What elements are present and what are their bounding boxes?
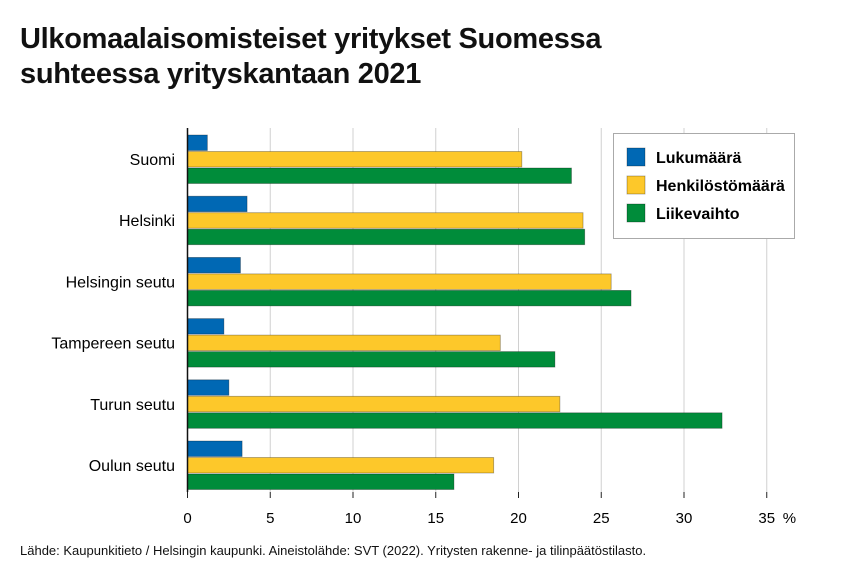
legend-swatch — [626, 147, 646, 167]
x-tick-label: 10 — [345, 510, 362, 527]
x-tick-label: 25 — [593, 510, 610, 527]
bar-henkilöstömäärä — [187, 273, 612, 290]
source-note: Lähde: Kaupunkitieto / Helsingin kaupunk… — [20, 543, 647, 558]
bar-liikevaihto — [187, 289, 632, 307]
category-label: Suomi — [130, 152, 175, 169]
chart-title: Ulkomaalaisomisteiset yritykset Suomessa… — [20, 22, 601, 92]
category-label: Helsingin seutu — [66, 274, 175, 291]
bar-lukumäärä — [187, 440, 243, 457]
title-line-1: Ulkomaalaisomisteiset yritykset Suomessa — [20, 23, 602, 55]
bar-henkilöstömäärä — [187, 151, 523, 168]
bar-henkilöstömäärä — [187, 457, 495, 474]
bar-henkilöstömäärä — [187, 212, 584, 229]
bar-chart: 0 5 10 15 20 25 30 35 % Suomi Helsinki Helsingin se… — [51, 128, 796, 527]
bar-liikevaihto — [187, 228, 586, 246]
x-tick-label: 15 — [427, 510, 444, 527]
x-unit-label: % — [783, 510, 796, 527]
legend-label: Liikevaihto — [656, 206, 740, 223]
bar-lukumäärä — [187, 379, 230, 396]
x-tick-label: 5 — [266, 510, 274, 527]
bar-lukumäärä — [187, 256, 241, 274]
legend-label: Henkilöstömäärä — [656, 178, 785, 195]
title-line-2: suhteessa yrityskantaan 2021 — [20, 58, 422, 90]
bar-henkilöstömäärä — [187, 334, 501, 352]
bar-liikevaihto — [187, 412, 723, 429]
bar-henkilöstömäärä — [187, 395, 561, 413]
legend-swatch — [626, 203, 646, 223]
x-tick-label: 35 — [758, 510, 775, 527]
bar-liikevaihto — [187, 351, 556, 368]
x-tick-label: 0 — [183, 510, 191, 527]
bar-lukumäärä — [187, 318, 225, 335]
category-label: Oulun seutu — [89, 458, 175, 475]
bar-lukumäärä — [187, 134, 208, 151]
bar-liikevaihto — [187, 473, 455, 490]
category-label: Turun seutu — [90, 397, 175, 414]
category-label: Tampereen seutu — [51, 336, 175, 353]
bar-lukumäärä — [187, 195, 248, 213]
bar-liikevaihto — [187, 167, 572, 184]
x-tick-label: 20 — [510, 510, 527, 527]
category-label: Helsinki — [119, 213, 175, 230]
x-tick-label: 30 — [676, 510, 693, 527]
legend-swatch — [626, 175, 646, 195]
legend-label: Lukumäärä — [656, 150, 741, 167]
